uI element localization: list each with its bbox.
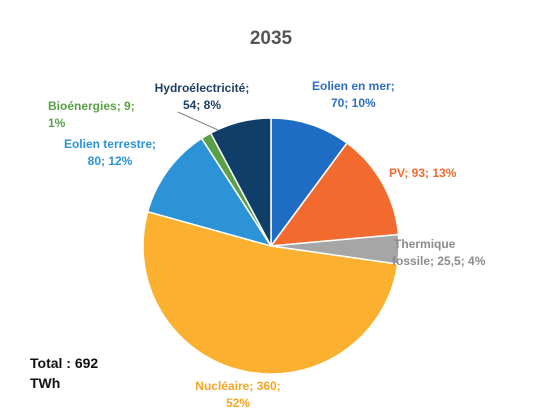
total-line-1: Total : 692 [30,355,99,371]
total-label: Total : 692 TWh [30,353,98,393]
bioenergies-leader-line [177,111,219,131]
label-pv-line-1: PV; 93; 13% [389,166,457,180]
label-nucleaire-line-1: Nucléaire; 360; [195,379,281,393]
pie-slice-nucleaire [142,210,399,375]
label-nucleaire-line-2: 52% [225,396,251,410]
label-hydro-line-1: Hydroélectricité; [154,81,250,95]
label-bioenergies-line-2: 1% [48,116,66,130]
label-bioenergies-line-1: Bioénergies; 9; [48,99,135,113]
label-thermique-line-1: Thermique [394,237,456,251]
pie-slice-pv [269,141,400,247]
total-line-2: TWh [30,375,61,391]
label-pv: PV; 93; 13% [389,165,456,182]
label-eolien-en-mer-line-2: 70; 10% [330,96,376,110]
pie-slice-eolien-en-mer [270,117,349,249]
label-thermique-fossile: Thermique fossile; 25,5; 4% [392,236,485,270]
label-eolien-terrestre-line-2: 80; 12% [87,154,133,168]
chart-title: 2035 [249,28,293,49]
label-thermique-line-2: fossile; 25,5; 4% [392,254,486,268]
label-bioenergies: Bioénergies; 9; 1% [48,98,135,132]
label-eolien-en-mer: Eolien en mer; 70; 10% [312,78,395,112]
label-eolien-en-mer-line-1: Eolien en mer; [312,79,395,93]
label-hydroelectricite: Hydroélectricité; 54; 8% [146,80,258,114]
pie-slice-hydroelectricite [209,117,272,247]
label-eolien-terrestre: Eolien terrestre; 80; 12% [54,136,166,170]
label-eolien-terrestre-line-1: Eolien terrestre; [63,137,157,151]
label-hydro-line-2: 54; 8% [182,98,222,112]
label-nucleaire: Nucléaire; 360; 52% [182,378,294,412]
pie-slice-eolien-terrestre [146,137,273,248]
